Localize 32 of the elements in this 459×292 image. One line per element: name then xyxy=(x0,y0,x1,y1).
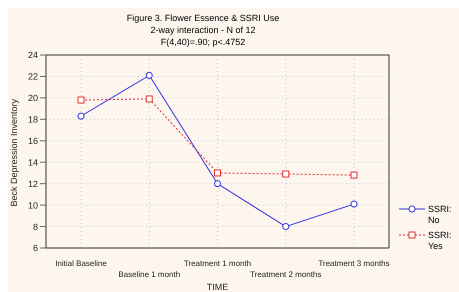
x-axis-title: TIME xyxy=(206,282,228,292)
point xyxy=(214,169,221,176)
legend-label: SSRI: No xyxy=(428,204,452,226)
y-tick-label: 12 xyxy=(28,178,38,189)
x-tick-label: Initial Baseline xyxy=(55,259,108,268)
text: F(4,40)=.90; p<.4752 xyxy=(160,36,246,48)
y-tick-label: 10 xyxy=(28,200,38,210)
point xyxy=(282,170,290,178)
point xyxy=(146,72,153,79)
point xyxy=(78,112,84,120)
y-tick-label: 16 xyxy=(28,136,38,146)
x-tick-label: Baseline 1 month xyxy=(118,270,180,279)
point xyxy=(282,223,290,230)
y-tick-label: 8 xyxy=(32,222,38,232)
x-tick-label: Treatment 3 months xyxy=(318,259,390,268)
y-tick-label: 22 xyxy=(28,72,38,82)
y-tick-label: 24 xyxy=(28,50,38,60)
point xyxy=(214,180,221,188)
x-tick-label: Treatment 1 month xyxy=(184,259,252,268)
x-tick-label: Treatment 2 months xyxy=(250,270,322,279)
y-tick-label: 20 xyxy=(28,93,38,104)
chart-title: Figure 3. Flower Essence & SSRI Use xyxy=(126,12,280,24)
y-axis-title: Beck Depression Inventory xyxy=(9,98,20,206)
point xyxy=(146,95,153,102)
point xyxy=(78,96,84,104)
y-tick-label: 18 xyxy=(28,114,38,125)
legend-label: SSRI: Yes xyxy=(428,230,452,252)
chart-subtitle: 2-way interaction - N of 12 xyxy=(149,24,257,36)
y-tick-label: 14 xyxy=(28,157,38,168)
point xyxy=(350,172,358,179)
y-tick-label: 6 xyxy=(32,243,38,254)
point xyxy=(350,200,358,208)
